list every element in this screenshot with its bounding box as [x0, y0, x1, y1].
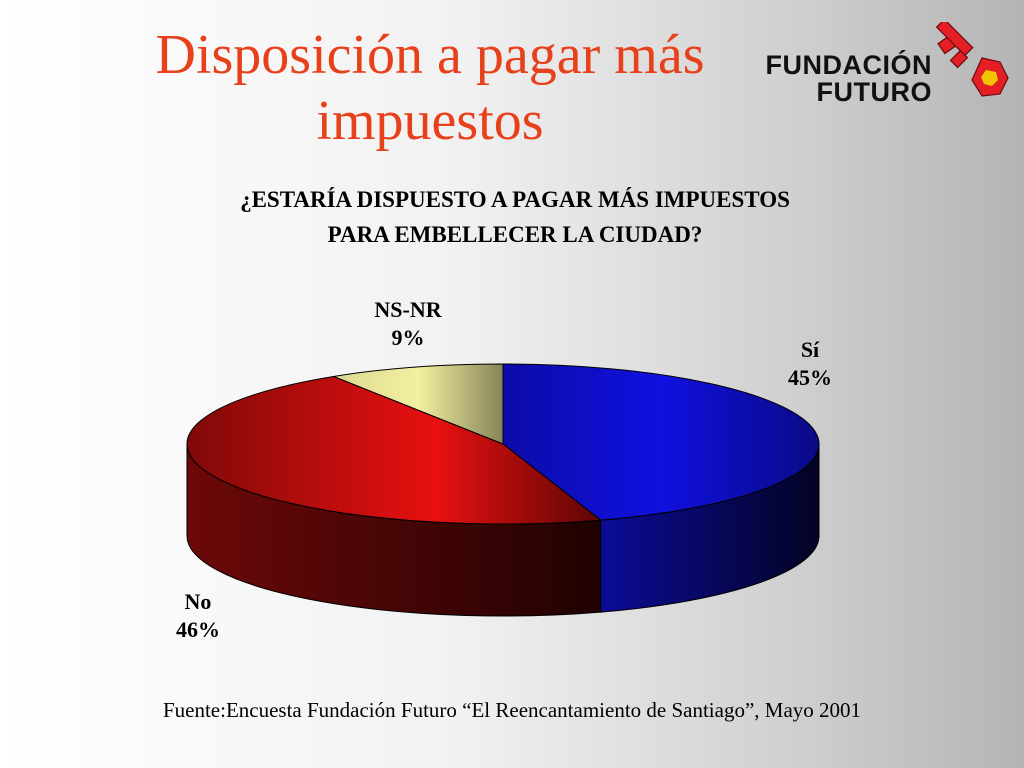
logo-text: FUNDACIÓN FUTURO — [766, 52, 933, 106]
slice-value-si: 45% — [788, 365, 832, 390]
slice-value-no: 46% — [176, 617, 220, 642]
slice-label-no: No 46% — [138, 588, 258, 644]
slide-title: Disposición a pagar más impuestos — [155, 24, 705, 152]
slice-value-ns-nr: 9% — [391, 325, 425, 350]
pie-slice-no — [186, 375, 602, 525]
pie-slice-ns-nr — [331, 363, 504, 445]
slice-name-si: Sí — [800, 337, 820, 362]
logo-line-2: FUTURO — [816, 77, 932, 107]
logo-line-1: FUNDACIÓN — [765, 50, 932, 80]
slice-label-si: Sí 45% — [750, 336, 870, 392]
pie-slice-s — [502, 363, 820, 521]
slice-name-ns-nr: NS-NR — [374, 297, 442, 322]
key-icon — [935, 22, 1009, 97]
slice-name-no: No — [184, 589, 212, 614]
fundacion-futuro-logo: FUNDACIÓN FUTURO — [766, 22, 1012, 112]
slice-label-ns-nr: NS-NR 9% — [348, 296, 468, 352]
chart-title: ¿ESTARÍA DISPUESTO A PAGAR MÁS IMPUESTOS… — [240, 187, 790, 247]
source-note: Fuente:Encuesta Fundación Futuro “El Ree… — [162, 698, 862, 722]
